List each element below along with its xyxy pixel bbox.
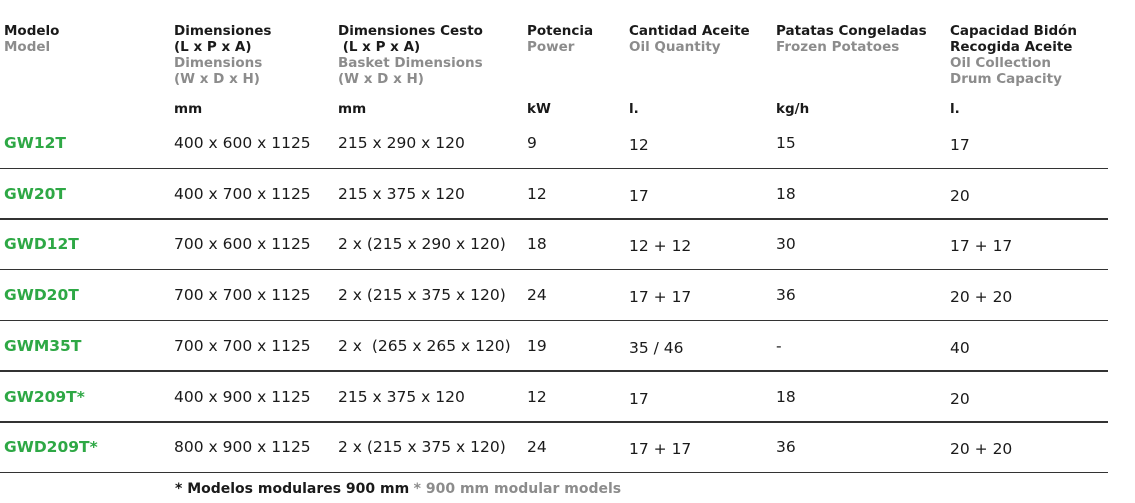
- cell-oil-quantity: 17: [629, 186, 649, 205]
- cell-dimensions: 700 x 600 x 1125: [174, 235, 311, 254]
- cell-power: 24: [527, 438, 547, 457]
- cell-frozen-potatoes: 36: [776, 438, 796, 457]
- cell-drum-capacity: 17: [950, 136, 970, 154]
- cell-oil-quantity: 12: [629, 136, 649, 154]
- cell-dimensions: 400 x 600 x 1125: [174, 134, 311, 152]
- cell-oil-quantity: 17 + 17: [629, 440, 692, 459]
- header-label-es: Modelo: [4, 23, 60, 39]
- cell-power: 19: [527, 336, 547, 355]
- row-divider: [0, 471, 1108, 474]
- header-label-es: Dimensiones: [174, 23, 272, 39]
- cell-oil-quantity: 12 + 12: [629, 237, 692, 256]
- cell-frozen-potatoes: 18: [776, 184, 796, 203]
- row-divider: [0, 421, 1108, 423]
- cell-dimensions: 800 x 900 x 1125: [174, 438, 311, 457]
- unit-basket-dimensions: mm: [338, 101, 367, 117]
- header-basket-dimensions: Dimensiones Cesto (L x P x A) Basket Dime…: [338, 23, 483, 87]
- cell-frozen-potatoes: 30: [776, 235, 796, 254]
- unit-frozen-potatoes: kg/h: [776, 101, 810, 117]
- table-row: GWM35T 700 x 700 x 1125 2 x (265 x 265 x 1…: [0, 321, 1108, 372]
- header-label-en: (W x D x H): [174, 71, 260, 87]
- cell-basket-dimensions: 2 x (265 x 265 x 120): [338, 336, 511, 355]
- cell-model: GWD20T: [4, 286, 79, 305]
- header-label-en: Frozen Potatoes: [776, 39, 900, 55]
- header-label-en: Basket Dimensions: [338, 55, 483, 71]
- cell-model: GW209T*: [4, 387, 85, 406]
- header-label-es: (L x P x A): [338, 39, 421, 55]
- header-label-es: Recogida Aceite: [950, 39, 1073, 55]
- header-label-en: (W x D x H): [338, 71, 424, 87]
- cell-model: GWD209T*: [4, 438, 98, 457]
- header-label-en: Power: [527, 39, 575, 55]
- row-divider: [0, 268, 1108, 271]
- table-row: GWD12T 700 x 600 x 1125 2 x (215 x 290 x 1…: [0, 219, 1108, 271]
- unit-oil-quantity: l.: [629, 101, 639, 117]
- header-label-es: Cantidad Aceite: [629, 23, 750, 39]
- row-divider: [0, 218, 1108, 220]
- header-oil-quantity: Cantidad Aceite Oil Quantity: [629, 23, 750, 55]
- cell-drum-capacity: 20 + 20: [950, 288, 1013, 307]
- footnote-en: * 900 mm modular models: [413, 481, 622, 497]
- header-dimensions: Dimensiones (L x P x A) Dimensions (W x D x…: [174, 23, 271, 87]
- cell-frozen-potatoes: 36: [776, 286, 796, 305]
- header-label-en: Model: [4, 39, 51, 55]
- table-row: GW12T 400 x 600 x 1125 215 x 290 x 120 9 12 1…: [0, 118, 1108, 169]
- cell-dimensions: 700 x 700 x 1125: [174, 286, 311, 305]
- cell-basket-dimensions: 2 x (215 x 290 x 120): [338, 235, 506, 254]
- header-label-es: (L x P x A): [174, 39, 252, 55]
- table-row: GWD209T* 800 x 900 x 1125 2 x (215 x 375 x…: [0, 422, 1108, 474]
- cell-model: GWM35T: [4, 336, 82, 355]
- cell-basket-dimensions: 215 x 375 x 120: [338, 387, 465, 406]
- cell-model: GW12T: [4, 134, 66, 152]
- cell-oil-quantity: 35 / 46: [629, 338, 684, 357]
- header-label-es: Potencia: [527, 23, 594, 39]
- header-label-en: Drum Capacity: [950, 71, 1062, 87]
- cell-basket-dimensions: 2 x (215 x 375 x 120): [338, 286, 506, 305]
- header-label-es: Patatas Congeladas: [776, 23, 927, 39]
- header-label-es: Capacidad Bidón: [950, 23, 1078, 39]
- cell-basket-dimensions: 2 x (215 x 375 x 120): [338, 438, 506, 457]
- header-label-en: Dimensions: [174, 55, 263, 71]
- unit-dimensions: mm: [174, 101, 203, 117]
- footnote: * Modelos modulares 900 mm * 900 mm modu…: [175, 481, 621, 497]
- row-divider: [0, 370, 1108, 372]
- header-frozen-potatoes: Patatas Congeladas Frozen Potatoes: [776, 23, 927, 55]
- cell-power: 18: [527, 235, 547, 254]
- cell-drum-capacity: 40: [950, 338, 970, 357]
- table-row: GW20T 400 x 700 x 1125 215 x 375 x 120 12 17…: [0, 169, 1108, 220]
- cell-model: GW20T: [4, 184, 66, 203]
- header-label-en: Oil Quantity: [629, 39, 721, 55]
- cell-basket-dimensions: 215 x 375 x 120: [338, 184, 465, 203]
- cell-drum-capacity: 20 + 20: [950, 440, 1013, 459]
- cell-oil-quantity: 17 + 17: [629, 288, 692, 307]
- table-row: GW209T* 400 x 900 x 1125 215 x 375 x 120 12…: [0, 372, 1108, 423]
- cell-drum-capacity: 20: [950, 389, 970, 408]
- unit-drum-capacity: l.: [950, 101, 960, 117]
- header-model: Modelo Model: [4, 23, 59, 55]
- header-power: Potencia Power: [527, 23, 593, 55]
- cell-power: 24: [527, 286, 547, 305]
- cell-oil-quantity: 17: [629, 389, 649, 408]
- row-divider: [0, 167, 1108, 169]
- unit-power: kW: [527, 101, 551, 117]
- cell-power: 12: [527, 184, 547, 203]
- cell-basket-dimensions: 215 x 290 x 120: [338, 134, 465, 152]
- cell-frozen-potatoes: 15: [776, 134, 796, 152]
- row-divider: [0, 319, 1108, 322]
- cell-dimensions: 700 x 700 x 1125: [174, 336, 311, 355]
- header-label-es: Dimensiones Cesto: [338, 23, 483, 39]
- cell-frozen-potatoes: 18: [776, 387, 796, 406]
- cell-drum-capacity: 17 + 17: [950, 237, 1013, 256]
- cell-power: 12: [527, 387, 547, 406]
- footnote-es: * Modelos modulares 900 mm: [175, 481, 410, 497]
- cell-model: GWD12T: [4, 235, 79, 254]
- cell-power: 9: [527, 134, 537, 152]
- cell-drum-capacity: 20: [950, 186, 970, 205]
- cell-dimensions: 400 x 900 x 1125: [174, 387, 311, 406]
- header-label-en: Oil Collection: [950, 55, 1051, 71]
- header-drum-capacity: Capacidad Bidón Recogida Aceite Oil Collec…: [950, 23, 1077, 87]
- cell-dimensions: 400 x 700 x 1125: [174, 184, 311, 203]
- cell-frozen-potatoes: -: [776, 336, 782, 355]
- table-row: GWD20T 700 x 700 x 1125 2 x (215 x 375 x 1…: [0, 270, 1108, 322]
